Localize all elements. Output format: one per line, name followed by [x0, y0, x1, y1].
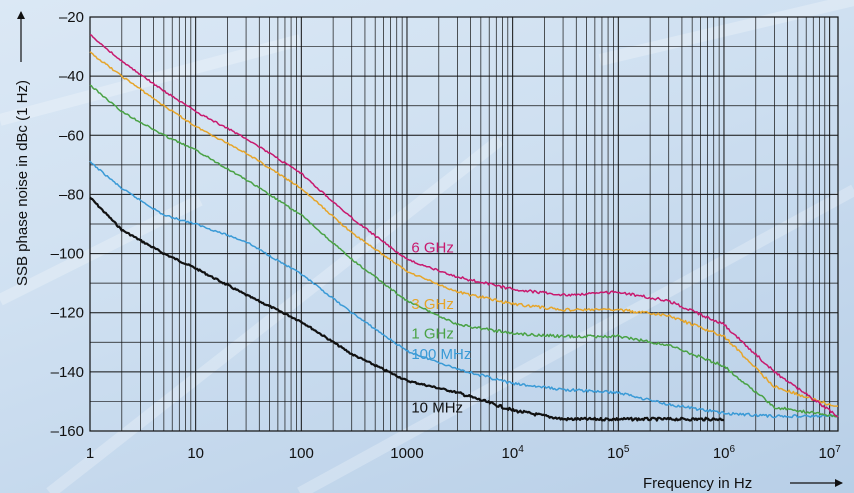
y-tick-labels: –20 –40 –60 –80 –100 –120 –140 –160: [51, 9, 84, 440]
y-tick-label: –100: [51, 246, 84, 263]
series-labels: 10 MHz 100 MHz 1 GHz 3 GHz 6 GHz: [411, 240, 471, 417]
grid-minor: [90, 17, 838, 431]
x-tick-label: 107: [819, 444, 842, 462]
series-label: 6 GHz: [411, 240, 454, 257]
series-label: 100 MHz: [411, 346, 471, 363]
y-axis-label: SSB phase noise in dBc (1 Hz): [14, 80, 31, 286]
plot-frame: [89, 16, 839, 432]
series-label: 3 GHz: [411, 296, 454, 313]
x-tick-label: 1000: [390, 445, 423, 462]
series-layer: [89, 34, 839, 422]
x-tick-label: 1: [86, 445, 94, 462]
series-label: 1 GHz: [411, 325, 454, 342]
x-axis-label: Frequency in Hz: [643, 475, 752, 492]
x-tick-labels: 1 10 100 1000 104 105 106 107: [86, 444, 841, 462]
series-line: [89, 84, 839, 418]
series-label: 10 MHz: [411, 399, 463, 416]
series-line: [89, 51, 838, 407]
y-tick-label: –160: [51, 423, 84, 440]
series-line: [89, 196, 725, 422]
series-line: [89, 34, 839, 418]
grid-major: [89, 16, 839, 432]
y-tick-label: –120: [51, 305, 84, 322]
y-tick-label: –20: [59, 9, 84, 26]
y-tick-label: –140: [51, 364, 84, 381]
y-tick-label: –40: [59, 68, 84, 85]
x-tick-label: 104: [502, 444, 525, 462]
y-tick-label: –80: [59, 186, 84, 203]
series-line: [89, 160, 839, 419]
y-tick-label: –60: [59, 127, 84, 144]
x-tick-label: 100: [289, 445, 314, 462]
x-tick-label: 105: [607, 444, 630, 462]
x-tick-label: 106: [713, 444, 736, 462]
x-tick-label: 10: [187, 445, 204, 462]
